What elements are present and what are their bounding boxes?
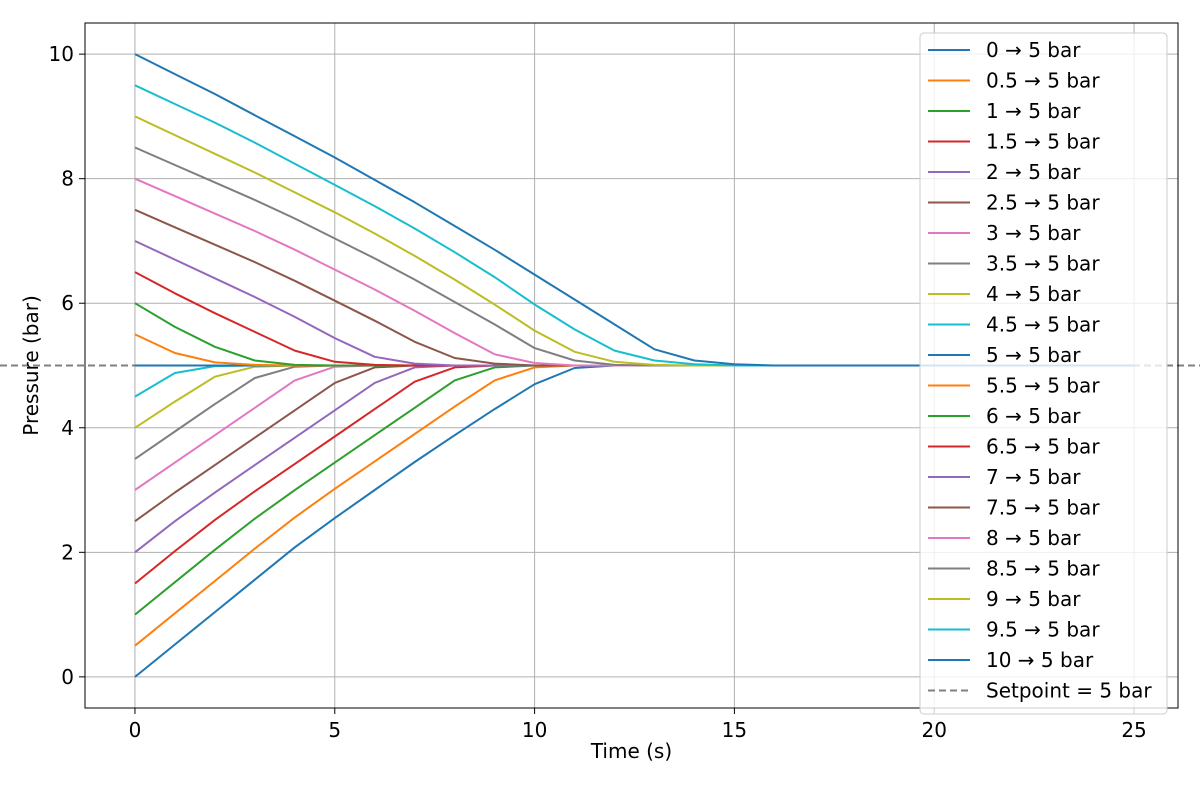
x-tick-label: 5: [328, 718, 341, 742]
x-axis-label: Time (s): [590, 739, 672, 763]
legend-label: 4 → 5 bar: [986, 282, 1081, 306]
legend-label: 4.5 → 5 bar: [986, 313, 1100, 337]
legend-label: 9 → 5 bar: [986, 587, 1081, 611]
x-tick-label: 15: [722, 718, 747, 742]
y-tick-label: 6: [61, 291, 74, 315]
legend-label: 2 → 5 bar: [986, 160, 1081, 184]
x-tick-label: 20: [921, 718, 946, 742]
y-tick-label: 2: [61, 540, 74, 564]
x-tick-label: 0: [129, 718, 142, 742]
axes: 0 5 10 15 20 25 0 2 4 6 8 10: [49, 22, 1179, 742]
legend-box: [919, 32, 1168, 715]
legend-label: 0.5 → 5 bar: [986, 69, 1100, 93]
legend-label: 2.5 → 5 bar: [986, 191, 1100, 215]
legend-label: 3 → 5 bar: [986, 221, 1081, 245]
legend-label: 9.5 → 5 bar: [986, 618, 1100, 642]
legend-label: Setpoint = 5 bar: [986, 679, 1152, 703]
legend-label: 8.5 → 5 bar: [986, 557, 1100, 581]
y-tick-label: 10: [49, 42, 74, 66]
legend-label: 5.5 → 5 bar: [986, 374, 1100, 398]
y-tick-label: 8: [61, 167, 74, 191]
legend-label: 1 → 5 bar: [986, 99, 1081, 123]
y-tick-label: 0: [61, 665, 74, 689]
legend-label: 7.5 → 5 bar: [986, 496, 1100, 520]
y-tick-label: 4: [61, 416, 74, 440]
y-axis-label: Pressure (bar): [19, 295, 43, 436]
legend-label: 7 → 5 bar: [986, 465, 1081, 489]
legend-label: 5 → 5 bar: [986, 343, 1081, 367]
legend-label: 3.5 → 5 bar: [986, 252, 1100, 276]
legend: 0 → 5 bar 0.5 → 5 bar 1 → 5 bar 1.5 → 5 bar…: [919, 32, 1168, 715]
legend-label: 8 → 5 bar: [986, 526, 1081, 550]
legend-label: 6 → 5 bar: [986, 404, 1081, 428]
legend-label: 10 → 5 bar: [986, 648, 1094, 672]
legend-label: 6.5 → 5 bar: [986, 435, 1100, 459]
x-tick-label: 25: [1121, 718, 1146, 742]
plot-frame: [84, 22, 1179, 709]
legend-label: 0 → 5 bar: [986, 38, 1081, 62]
legend-label: 1.5 → 5 bar: [986, 130, 1100, 154]
x-tick-label: 10: [522, 718, 547, 742]
